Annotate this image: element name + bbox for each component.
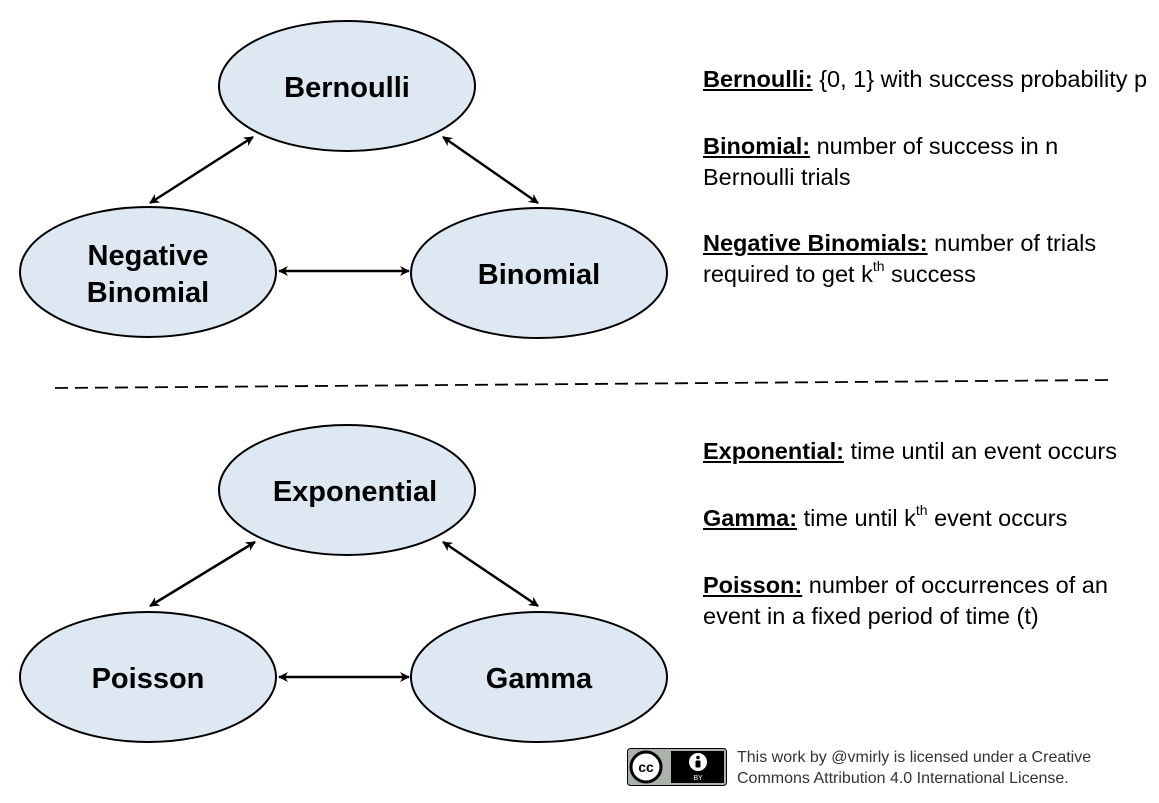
arrow-exponential-gamma [442,540,539,608]
license-notice: cc BY This work by @vmirly is licensed u… [627,747,1147,789]
arrow-bernoulli-binomial [442,135,539,205]
definition-text: number of success in n Bernoulli trials [703,133,1059,190]
top-definitions: Bernoulli: {0, 1} with success probabili… [703,64,1148,290]
superscript-th: th [915,502,928,519]
definition-text: {0, 1} with success probability p [812,66,1148,92]
node-gamma [410,611,668,743]
definition-text: time until k [797,505,916,531]
definition-text: success [884,261,976,287]
arrow-bernoulli-negative-binomial [149,135,254,205]
license-text: This work by @vmirly is licensed under a… [737,747,1091,789]
node-exponential-label: Exponential [273,476,437,508]
arrow-exponential-poisson [149,540,256,608]
cc-badge-text: cc [638,759,654,775]
node-bernoulli [218,20,476,152]
definition-text: event occurs [927,505,1068,531]
license-line-2: Commons Attribution 4.0 International Li… [737,770,1069,787]
by-badge-text: BY [693,775,703,782]
definition-term: Gamma: [703,505,798,531]
node-gamma-label: Gamma [486,663,593,695]
node-poisson [19,611,277,743]
node-binomial-label: Binomial [478,259,600,291]
bottom-definitions: Exponential: time until an event occurs … [703,436,1148,632]
definition-binomial: Binomial: number of success in n Bernoul… [703,131,1148,193]
node-negative-binomial-label-1: Negative [88,240,209,272]
superscript-th: th [872,258,885,275]
cc-by-license-badge[interactable]: cc BY [627,748,727,786]
definition-term: Exponential: [703,438,845,464]
definition-term: Poisson: [703,572,803,598]
definition-text: number of occurrences of an event in a f… [703,572,1108,629]
definition-exponential: Exponential: time until an event occurs [703,436,1148,467]
node-negative-binomial [19,206,277,338]
definition-term: Negative Binomials: [703,230,928,256]
node-poisson-label: Poisson [92,663,205,695]
definition-bernoulli: Bernoulli: {0, 1} with success probabili… [703,64,1148,95]
definition-negative-binomials: Negative Binomials: number of trials req… [703,228,1148,290]
node-binomial [410,207,668,339]
node-exponential [218,424,476,556]
node-bernoulli-label: Bernoulli [284,72,410,104]
section-divider [54,379,1113,389]
definition-text: number of trials required to get k [703,230,1097,287]
definition-poisson: Poisson: number of occurrences of an eve… [703,570,1148,632]
definition-gamma: Gamma: time until kth event occurs [703,503,1148,534]
node-negative-binomial-label-2: Binomial [87,277,209,309]
definition-text: time until an event occurs [844,438,1118,464]
cc-icon [629,750,663,784]
definition-term: Binomial: [703,133,811,159]
definition-term: Bernoulli: [703,66,813,92]
license-line-1: This work by @vmirly is licensed under a… [737,749,1092,766]
